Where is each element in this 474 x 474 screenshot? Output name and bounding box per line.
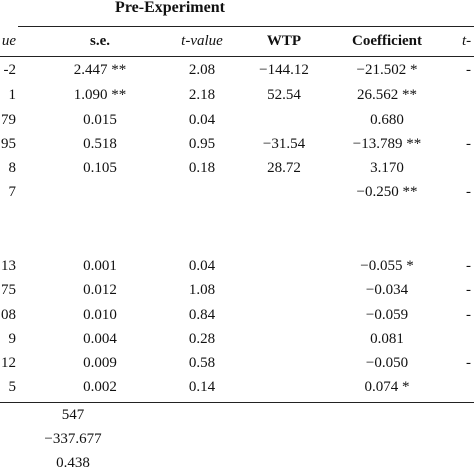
cell-t-value: 2.08 <box>188 62 216 78</box>
cell-partial-left: -2 <box>3 62 17 78</box>
cell-wtp: −31.54 <box>262 136 306 152</box>
cell-se: 0.518 <box>83 136 117 152</box>
footer-value-1: 547 <box>61 407 85 423</box>
header-wtp: WTP <box>266 33 302 49</box>
cell-partial-left: 75 <box>1 282 16 298</box>
cell-coefficient: 0.074 * <box>364 379 410 395</box>
cell-se: 0.105 <box>83 160 117 176</box>
cell-partial-right: - <box>466 136 471 152</box>
cell-partial-right: - <box>466 184 471 200</box>
cell-se: 1.090 ** <box>73 87 127 103</box>
cell-partial-right: - <box>466 62 471 78</box>
cell-t-value: 0.14 <box>188 379 216 395</box>
cell-partial-right: - <box>466 355 471 371</box>
cell-partial-left: 7 <box>8 184 17 200</box>
header-coefficient: Coefficient <box>352 33 422 49</box>
footer-value-3: 0.438 <box>56 455 90 471</box>
cell-wtp: 28.72 <box>267 160 301 176</box>
cell-se: 0.001 <box>83 258 117 274</box>
cell-coefficient: −0.050 <box>365 355 409 371</box>
cell-coefficient: 3.170 <box>370 160 404 176</box>
cell-partial-left: 8 <box>8 160 17 176</box>
cell-t-value: 0.18 <box>188 160 216 176</box>
cell-coefficient: −21.502 * <box>356 62 418 78</box>
cell-partial-left: 5 <box>8 379 17 395</box>
cell-coefficient: 26.562 ** <box>357 87 417 103</box>
cell-partial-left: 13 <box>1 258 16 274</box>
header-se: s.e. <box>90 33 110 49</box>
cell-coefficient: −13.789 ** <box>352 136 422 152</box>
cell-se: 0.012 <box>83 282 117 298</box>
cell-t-value: 0.04 <box>188 258 216 274</box>
cell-partial-left: 79 <box>1 112 16 128</box>
header-t-value: t-value <box>181 33 223 49</box>
cell-partial-left: 1 <box>8 87 17 103</box>
cell-coefficient: 0.680 <box>370 112 404 128</box>
cell-t-value: 0.95 <box>188 136 216 152</box>
group-header-rule <box>18 26 474 27</box>
cell-coefficient: 0.081 <box>370 331 404 347</box>
cell-coefficient: −0.055 * <box>360 258 414 274</box>
cell-wtp: 52.54 <box>267 87 301 103</box>
cell-coefficient: −0.034 <box>365 282 409 298</box>
group-header: Pre-Experiment <box>115 0 225 16</box>
cell-partial-left: 12 <box>1 355 16 371</box>
cell-coefficient: −0.059 <box>365 307 409 323</box>
cell-se: 0.004 <box>83 331 117 347</box>
cell-t-value: 0.04 <box>188 112 216 128</box>
cell-se: 0.015 <box>83 112 117 128</box>
cell-t-value: 0.28 <box>188 331 216 347</box>
cell-se: 0.009 <box>83 355 117 371</box>
cell-partial-left: 95 <box>1 136 16 152</box>
cell-t-value: 0.84 <box>188 307 216 323</box>
cell-partial-right: - <box>466 282 471 298</box>
header-partial-left: ue <box>1 33 16 49</box>
cell-t-value: 0.58 <box>188 355 216 371</box>
cell-se: 0.002 <box>83 379 117 395</box>
cell-partial-right: - <box>466 258 471 274</box>
cell-partial-left: 08 <box>1 307 16 323</box>
cell-t-value: 2.18 <box>188 87 216 103</box>
footer-value-2: −337.677 <box>44 431 102 447</box>
cell-coefficient: −0.250 ** <box>356 184 418 200</box>
header-partial-right: t- <box>462 33 472 49</box>
cell-se: 2.447 ** <box>73 62 127 78</box>
footer-rule <box>0 402 474 403</box>
header-rule <box>0 56 474 57</box>
cell-se: 0.010 <box>83 307 117 323</box>
cell-t-value: 1.08 <box>188 282 216 298</box>
cell-wtp: −144.12 <box>259 62 309 78</box>
cell-partial-left: 9 <box>8 331 17 347</box>
cell-partial-right: - <box>466 307 471 323</box>
